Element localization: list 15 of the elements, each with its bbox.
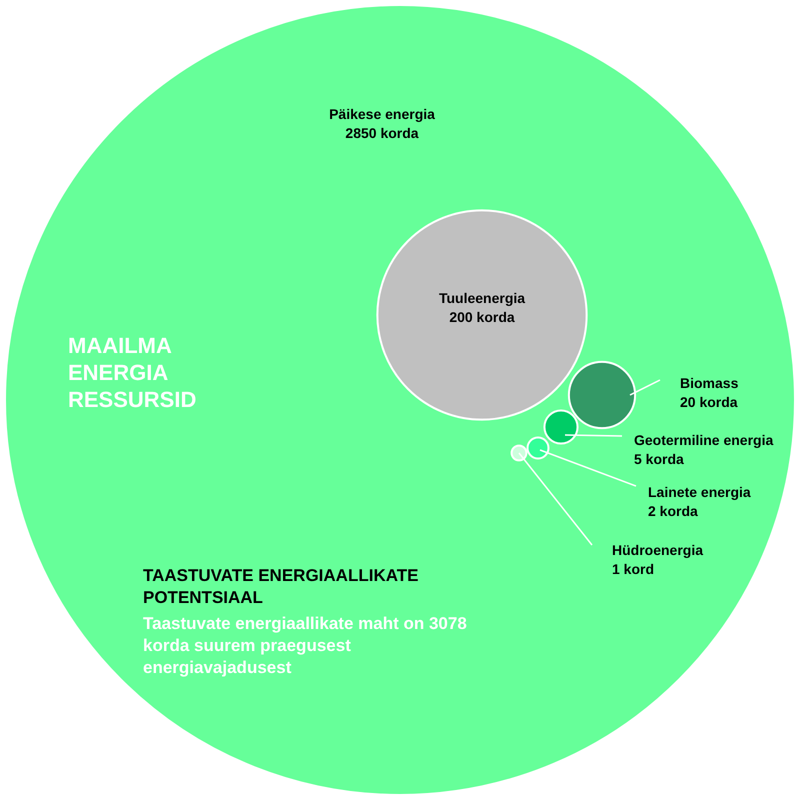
category-label: Biomass bbox=[680, 375, 739, 391]
text: MAAILMA ENERGIA RESSURSID bbox=[68, 333, 196, 412]
data-label: 5 korda bbox=[634, 451, 684, 467]
category-label: Geotermiline energia bbox=[634, 432, 774, 448]
data-label: 2850 korda bbox=[345, 125, 419, 141]
data-label: 20 korda bbox=[680, 394, 738, 410]
category-label: Lainete energia bbox=[648, 484, 751, 500]
text: Taastuvate energiaallikate maht on 3078 korda suurem praegusest energiavajadusest bbox=[143, 614, 467, 677]
category-label: Päikese energia bbox=[329, 106, 436, 122]
category-label: Tuuleenergia bbox=[438, 290, 526, 306]
category-label: Hüdroenergia bbox=[612, 542, 704, 558]
data-label: 200 korda bbox=[449, 309, 515, 325]
data-label: 2 korda bbox=[648, 503, 698, 519]
text: TAASTUVATE ENERGIAALLIKATE POTENTSIAAL bbox=[143, 566, 418, 607]
data-label: 1 kord bbox=[612, 561, 654, 577]
